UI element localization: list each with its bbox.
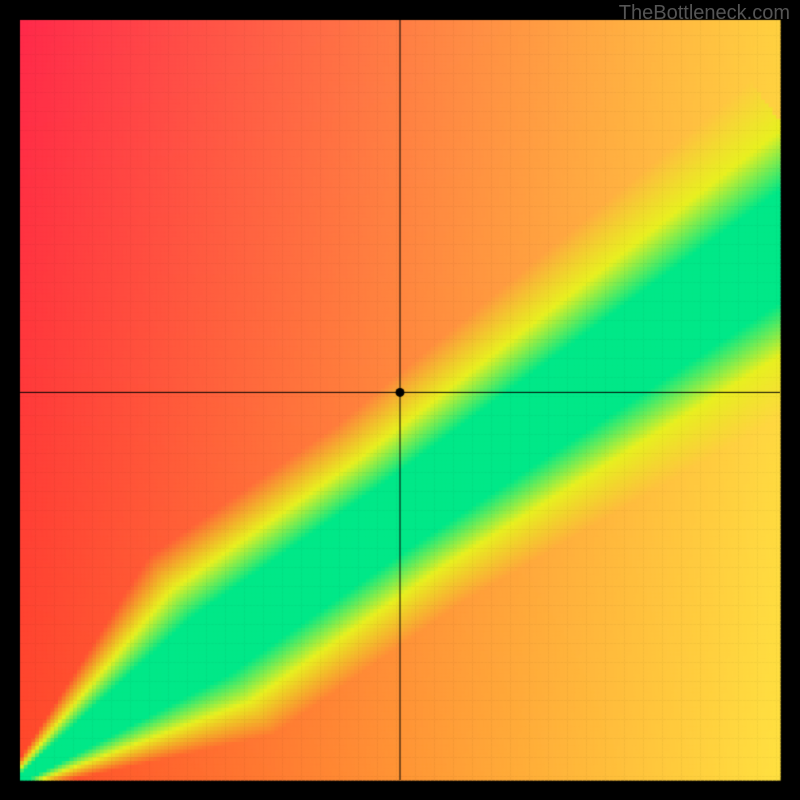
heatmap-canvas [0, 0, 800, 800]
bottleneck-heatmap-chart: TheBottleneck.com [0, 0, 800, 800]
watermark-label: TheBottleneck.com [619, 2, 790, 25]
